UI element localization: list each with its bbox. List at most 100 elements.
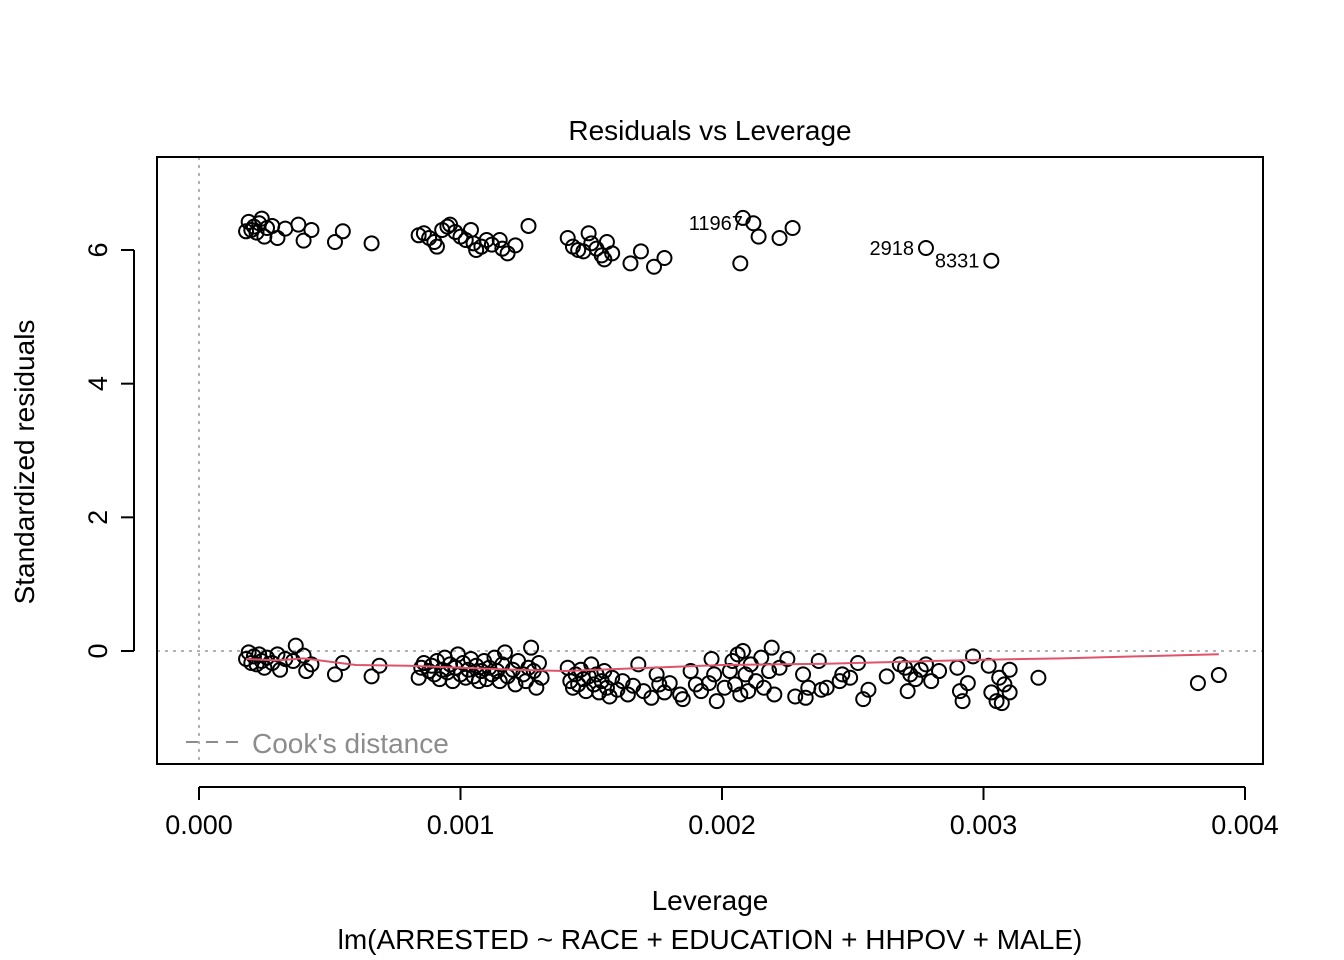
data-point bbox=[700, 675, 717, 692]
point-id-label: 8331 bbox=[935, 251, 980, 273]
chart-title: Residuals vs Leverage bbox=[568, 115, 851, 146]
data-point bbox=[1210, 667, 1227, 684]
data-point bbox=[706, 666, 723, 683]
data-point bbox=[632, 243, 649, 260]
chart-subtitle: lm(ARRESTED ~ RACE + EDUCATION + HHPOV +… bbox=[338, 924, 1083, 955]
data-point bbox=[721, 663, 738, 680]
data-point bbox=[269, 229, 286, 246]
data-point bbox=[303, 221, 320, 238]
data-point bbox=[993, 695, 1010, 712]
y-axis-label: Standardized residuals bbox=[9, 320, 40, 605]
x-tick-label: 0.001 bbox=[427, 810, 495, 840]
data-point bbox=[732, 686, 749, 703]
y-tick-label: 0 bbox=[83, 643, 113, 658]
data-point bbox=[363, 668, 380, 685]
data-point bbox=[523, 639, 540, 656]
data-point bbox=[591, 684, 608, 701]
point-id-label: 11967 bbox=[689, 213, 743, 235]
data-point bbox=[750, 228, 767, 245]
x-tick-label: 0.002 bbox=[688, 810, 756, 840]
data-point bbox=[795, 666, 812, 683]
x-tick-label: 0.004 bbox=[1211, 810, 1279, 840]
data-point bbox=[483, 236, 500, 253]
data-point bbox=[878, 668, 895, 685]
data-point bbox=[491, 231, 508, 248]
data-point bbox=[507, 676, 524, 693]
plot-frame bbox=[156, 156, 1264, 765]
data-point bbox=[415, 225, 432, 242]
data-point bbox=[648, 666, 665, 683]
data-point bbox=[983, 684, 1000, 701]
data-point bbox=[1001, 684, 1018, 701]
data-point bbox=[902, 666, 919, 683]
data-point bbox=[1030, 669, 1047, 686]
data-point bbox=[682, 663, 699, 680]
data-point bbox=[473, 663, 490, 680]
data-point bbox=[410, 669, 427, 686]
data-point bbox=[855, 691, 872, 708]
data-point bbox=[583, 235, 600, 252]
data-point bbox=[763, 639, 780, 656]
data-point bbox=[949, 659, 966, 676]
data-point bbox=[439, 218, 456, 235]
data-point bbox=[651, 676, 668, 693]
data-point bbox=[580, 225, 597, 242]
plot-area: 0.000 0.001 0.002 0.003 0.004 0 2 4 6 11967 2918 83… bbox=[83, 156, 1279, 840]
data-point bbox=[771, 659, 788, 676]
data-point bbox=[740, 683, 757, 700]
data-point bbox=[248, 224, 265, 241]
data-point bbox=[277, 220, 294, 237]
data-point bbox=[996, 676, 1013, 693]
data-point bbox=[907, 671, 924, 688]
x-tick-label: 0.000 bbox=[165, 810, 233, 840]
data-point bbox=[643, 689, 660, 706]
data-point bbox=[1001, 661, 1018, 678]
data-point bbox=[797, 689, 814, 706]
data-point bbox=[860, 681, 877, 698]
x-tick-label: 0.003 bbox=[950, 810, 1018, 840]
data-point bbox=[593, 247, 610, 264]
data-point bbox=[732, 255, 749, 272]
data-point bbox=[931, 663, 948, 680]
data-point bbox=[734, 209, 751, 226]
data-point bbox=[604, 245, 621, 262]
data-point bbox=[771, 229, 788, 246]
data-point bbox=[646, 258, 663, 275]
data-point bbox=[656, 250, 673, 267]
data-point bbox=[912, 661, 929, 678]
data-point bbox=[899, 683, 916, 700]
legend: Cook's distance bbox=[186, 728, 449, 759]
data-point bbox=[784, 219, 801, 236]
data-point bbox=[363, 235, 380, 252]
data-point bbox=[980, 657, 997, 674]
data-point bbox=[559, 229, 576, 246]
data-point bbox=[766, 686, 783, 703]
data-point bbox=[496, 644, 513, 661]
data-point bbox=[326, 666, 343, 683]
data-point bbox=[303, 656, 320, 673]
data-point bbox=[983, 252, 1000, 269]
data-point bbox=[708, 693, 725, 710]
y-tick-label: 2 bbox=[83, 510, 113, 525]
data-point bbox=[507, 237, 524, 254]
data-point bbox=[959, 675, 976, 692]
data-point bbox=[609, 681, 626, 698]
data-point bbox=[1189, 675, 1206, 692]
x-axis-label: Leverage bbox=[652, 885, 769, 916]
data-point bbox=[656, 684, 673, 701]
data-point bbox=[258, 649, 275, 666]
data-point bbox=[810, 653, 827, 670]
data-point bbox=[674, 691, 691, 708]
data-point bbox=[703, 651, 720, 668]
data-point bbox=[716, 679, 733, 696]
legend-cooks-distance-label: Cook's distance bbox=[252, 728, 449, 759]
data-point bbox=[614, 673, 631, 690]
data-point bbox=[951, 683, 968, 700]
data-point bbox=[447, 223, 464, 240]
data-point bbox=[253, 210, 270, 227]
y-tick-label: 6 bbox=[83, 242, 113, 257]
data-point bbox=[818, 679, 835, 696]
smooth-fit-line bbox=[246, 653, 1219, 673]
